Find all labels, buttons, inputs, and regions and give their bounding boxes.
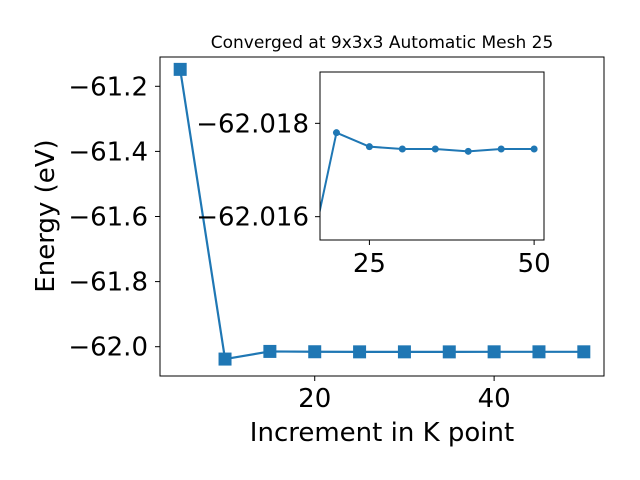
inset-x-tick-label: 50 (518, 249, 551, 279)
main-plot-frame (159, 56, 605, 377)
inset-data-point (530, 145, 538, 153)
main-data-point (308, 345, 322, 359)
main-plot: Converged at 9x3x3 Automatic Mesh 25 20 4… (31, 33, 605, 448)
main-data-point (397, 345, 411, 359)
main-series (173, 62, 591, 366)
main-y-tick-label: −61.8 (68, 268, 148, 298)
main-series-line (179, 69, 584, 361)
inset-data-point (332, 129, 340, 137)
inset-y-tick-label: −62.016 (196, 203, 309, 233)
inset-y-ticks: −62.018 −62.016 (196, 109, 320, 233)
main-y-tick-label: −61.4 (68, 137, 148, 167)
inset-data-point (497, 145, 505, 153)
main-data-point (487, 345, 501, 359)
inset-x-tick-label: 25 (353, 249, 386, 279)
inset-data-point (431, 145, 439, 153)
inset-plot: 25 50 −62.018 −62.016 (196, 71, 551, 279)
inset-frame (319, 71, 545, 241)
chart-title: Converged at 9x3x3 Automatic Mesh 25 (211, 33, 554, 53)
inset-x-ticks: 25 50 (353, 240, 551, 279)
inset-series (320, 129, 538, 215)
inset-y-tick-label: −62.018 (196, 109, 309, 139)
main-data-point (218, 352, 232, 366)
main-y-tick-label: −61.6 (68, 203, 148, 233)
main-data-point (442, 345, 456, 359)
inset-data-point (464, 147, 472, 155)
inset-data-point (398, 145, 406, 153)
inset-background (320, 72, 544, 240)
main-data-point (577, 345, 591, 359)
inset-data-point (365, 143, 373, 151)
main-y-tick-label: −61.2 (68, 72, 148, 102)
main-data-point (173, 62, 187, 76)
y-axis-label: Energy (eV) (31, 139, 61, 292)
inset-series-line (320, 131, 535, 215)
main-data-point (263, 344, 277, 358)
main-x-tick-label: 20 (298, 384, 331, 414)
main-y-tick-label: −62.0 (68, 333, 148, 363)
main-x-tick-label: 40 (478, 384, 511, 414)
main-x-ticks: 20 40 (298, 376, 511, 414)
main-y-ticks: −62.0 −61.8 −61.6 −61.4 −61.2 (68, 72, 160, 363)
main-data-point (353, 345, 367, 359)
x-axis-label: Increment in K point (250, 418, 514, 448)
main-data-point (532, 345, 546, 359)
